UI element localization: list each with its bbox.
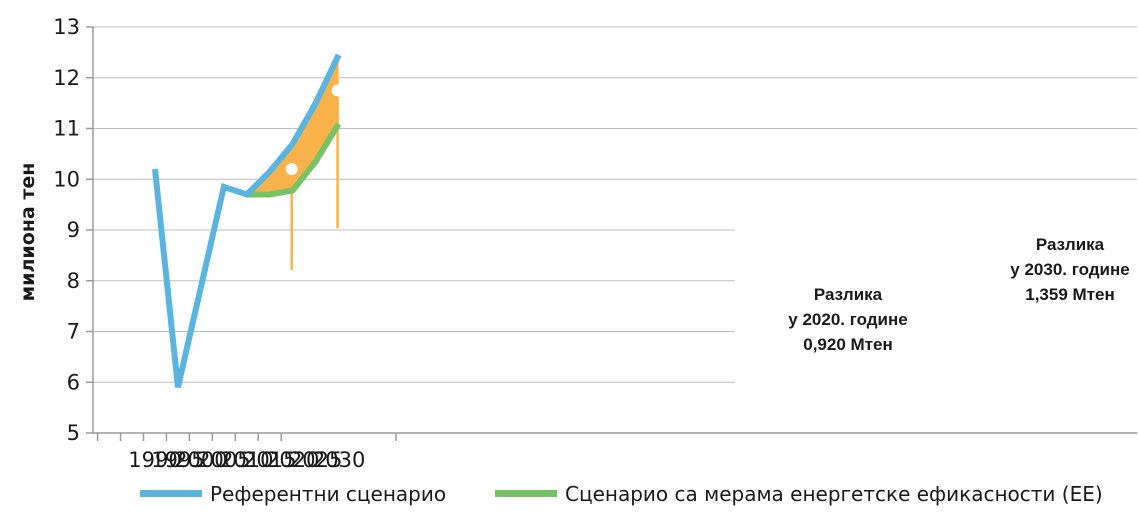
y-tick-label: 12 (53, 66, 80, 90)
series-lines (152, 53, 342, 388)
legend: Референтни сценарио Сценарио са мерама е… (140, 482, 1103, 506)
x-tick-label: 2005 (197, 448, 250, 472)
annotation-2030-line-1: Разлика (1036, 235, 1105, 254)
annotation-2020-line-2: у 2020. године (788, 310, 907, 329)
x-tick-label: 2015 (243, 448, 296, 472)
x-tick-label: 2020 (266, 448, 319, 472)
y-axis-label: милиона тен (17, 163, 39, 302)
x-tick-label: 2030 (312, 448, 365, 472)
annotation-2020: Разлика у 2020. године 0,920 Мтен (788, 285, 907, 354)
point-marker (285, 163, 298, 176)
x-tick-label: 1990 (128, 448, 181, 472)
x-tick-label: 2025 (289, 448, 342, 472)
x-tick-label: 2000 (174, 448, 227, 472)
series-line-reference (152, 53, 342, 388)
y-tick-label: 6 (67, 370, 80, 394)
legend-label-reference: Референтни сценарио (210, 482, 446, 506)
y-tick-label: 5 (67, 421, 80, 445)
annotation-2030-line-3: 1,359 Мтен (1025, 285, 1114, 304)
annotation-2030-line-2: у 2030. године (1010, 260, 1129, 279)
annotation-2020-line-3: 0,920 Мтен (803, 335, 892, 354)
x-tick-label: 2010 (220, 448, 273, 472)
y-tick-label: 9 (67, 218, 80, 242)
y-tick-label: 11 (53, 117, 80, 141)
legend-swatch-ee (495, 490, 557, 497)
y-tick-label: 8 (67, 269, 80, 293)
annotation-2030: Разлика у 2030. године 1,359 Мтен (1010, 235, 1129, 304)
annotation-2020-line-1: Разлика (814, 285, 883, 304)
legend-swatch-reference (140, 490, 202, 497)
legend-label-ee: Сценарио са мерама енергетске ефикасност… (565, 482, 1103, 506)
y-tick-label: 13 (53, 15, 80, 39)
gridlines (86, 26, 1137, 441)
y-tick-labels: 5 6 7 8 9 10 11 12 13 (53, 15, 80, 445)
x-tick-label: 1995 (151, 448, 204, 472)
point-marker (331, 84, 344, 97)
y-tick-label: 7 (67, 320, 80, 344)
y-tick-label: 10 (53, 167, 80, 191)
series-line-ee (246, 122, 342, 198)
markers (285, 84, 344, 176)
axes (92, 27, 1137, 434)
